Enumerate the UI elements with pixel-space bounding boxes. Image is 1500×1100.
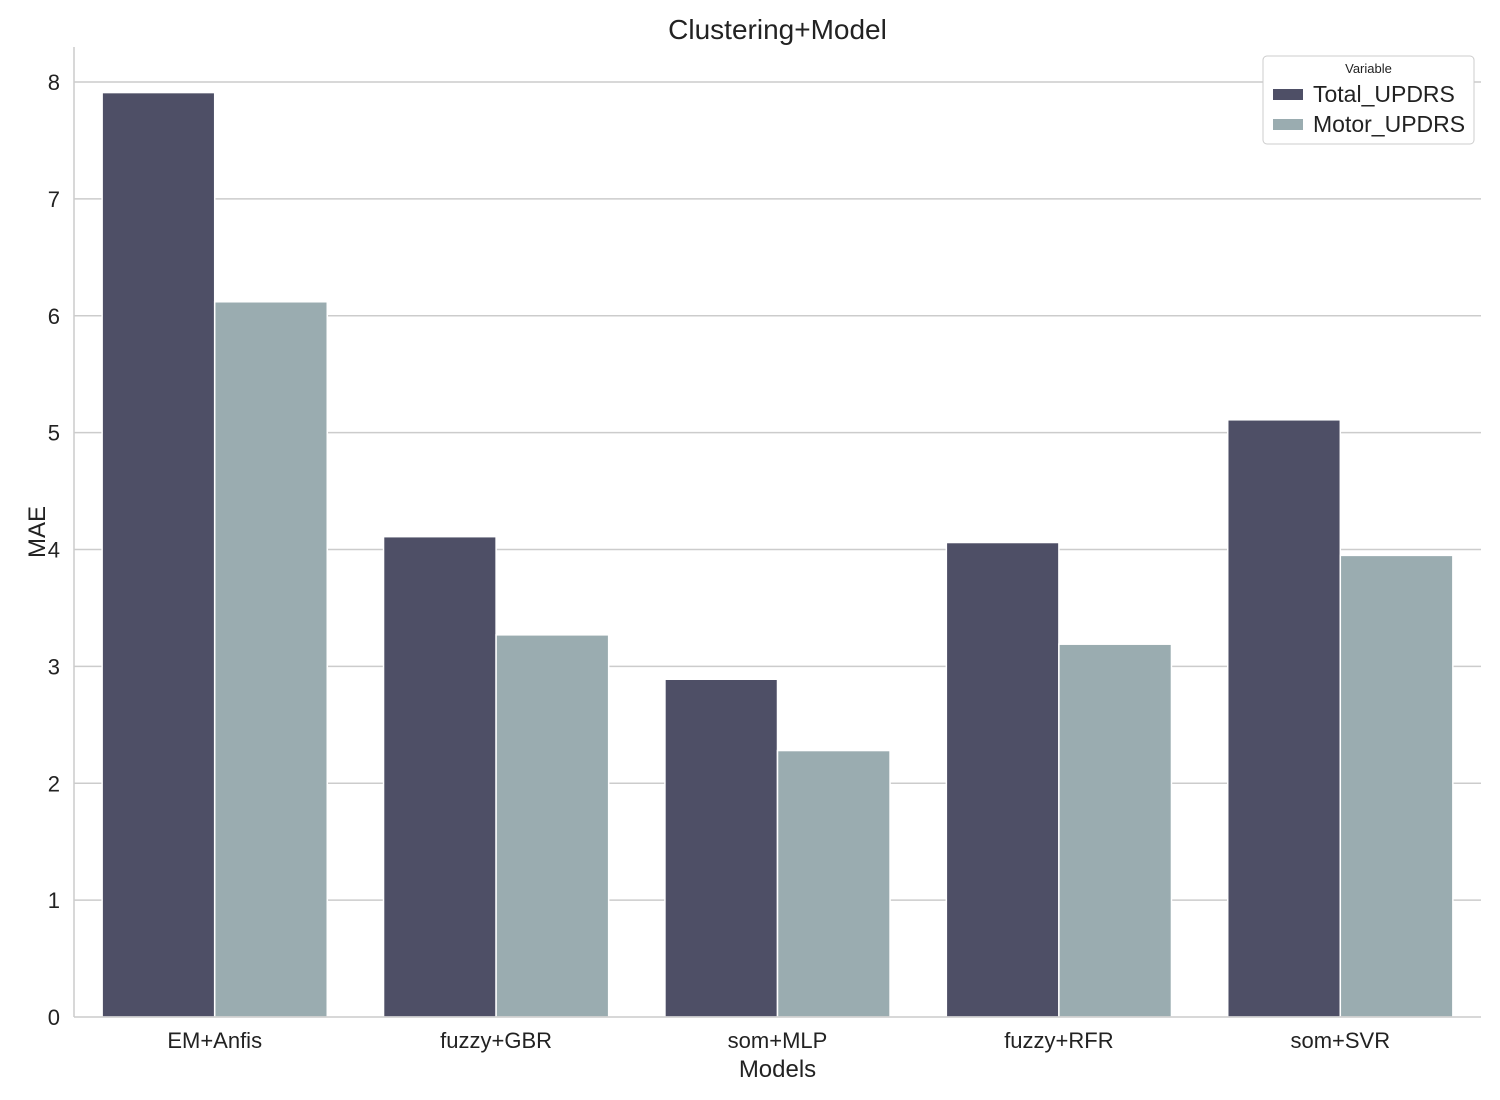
x-tick-label: fuzzy+RFR [1004, 1028, 1113, 1053]
y-axis-label: MAE [24, 506, 51, 558]
bar-total-updrs [382, 535, 497, 1018]
bar-motor-updrs [213, 301, 329, 1018]
bar-total-updrs [945, 541, 1060, 1018]
y-tick-label: 5 [48, 421, 60, 446]
x-axis-label: Models [739, 1056, 816, 1083]
bar-total-updrs [101, 91, 216, 1018]
x-tick-label: som+SVR [1290, 1028, 1390, 1053]
y-tick-label: 2 [48, 771, 60, 796]
axes [73, 47, 1481, 1018]
legend: Variable Total_UPDRS Motor_UPDRS [1262, 55, 1475, 145]
chart-title: Clustering+Model [668, 14, 887, 45]
bar-total-updrs [1226, 419, 1342, 1018]
y-tick-label: 4 [48, 538, 60, 563]
y-tick-label: 0 [48, 1005, 60, 1030]
legend-swatch [1273, 119, 1303, 130]
legend-title: Variable [1345, 61, 1392, 76]
bar-motor-updrs [495, 634, 610, 1018]
y-tick-label: 8 [48, 70, 60, 95]
bars [101, 91, 1454, 1018]
x-tick-label: fuzzy+GBR [440, 1028, 552, 1053]
bar-motor-updrs [1339, 554, 1454, 1018]
legend-box [1262, 55, 1475, 145]
y-tick-labels: 0 1 2 3 4 5 6 7 8 [48, 70, 60, 1030]
x-tick-labels: EM+Anfis fuzzy+GBR som+MLP fuzzy+RFR som+SVR [167, 1028, 1390, 1053]
bar-motor-updrs [1058, 643, 1173, 1018]
y-tick-label: 7 [48, 187, 60, 212]
x-tick-label: EM+Anfis [167, 1028, 262, 1053]
bar-motor-updrs [776, 749, 891, 1018]
x-tick-label: som+MLP [728, 1028, 828, 1053]
legend-swatch [1273, 89, 1303, 100]
y-tick-label: 6 [48, 304, 60, 329]
y-tick-label: 3 [48, 654, 60, 679]
legend-items: Total_UPDRS Motor_UPDRS [1273, 81, 1465, 137]
bar-total-updrs [664, 678, 779, 1018]
legend-label: Total_UPDRS [1313, 81, 1455, 107]
y-tick-label: 1 [48, 888, 60, 913]
legend-label: Motor_UPDRS [1313, 111, 1465, 137]
